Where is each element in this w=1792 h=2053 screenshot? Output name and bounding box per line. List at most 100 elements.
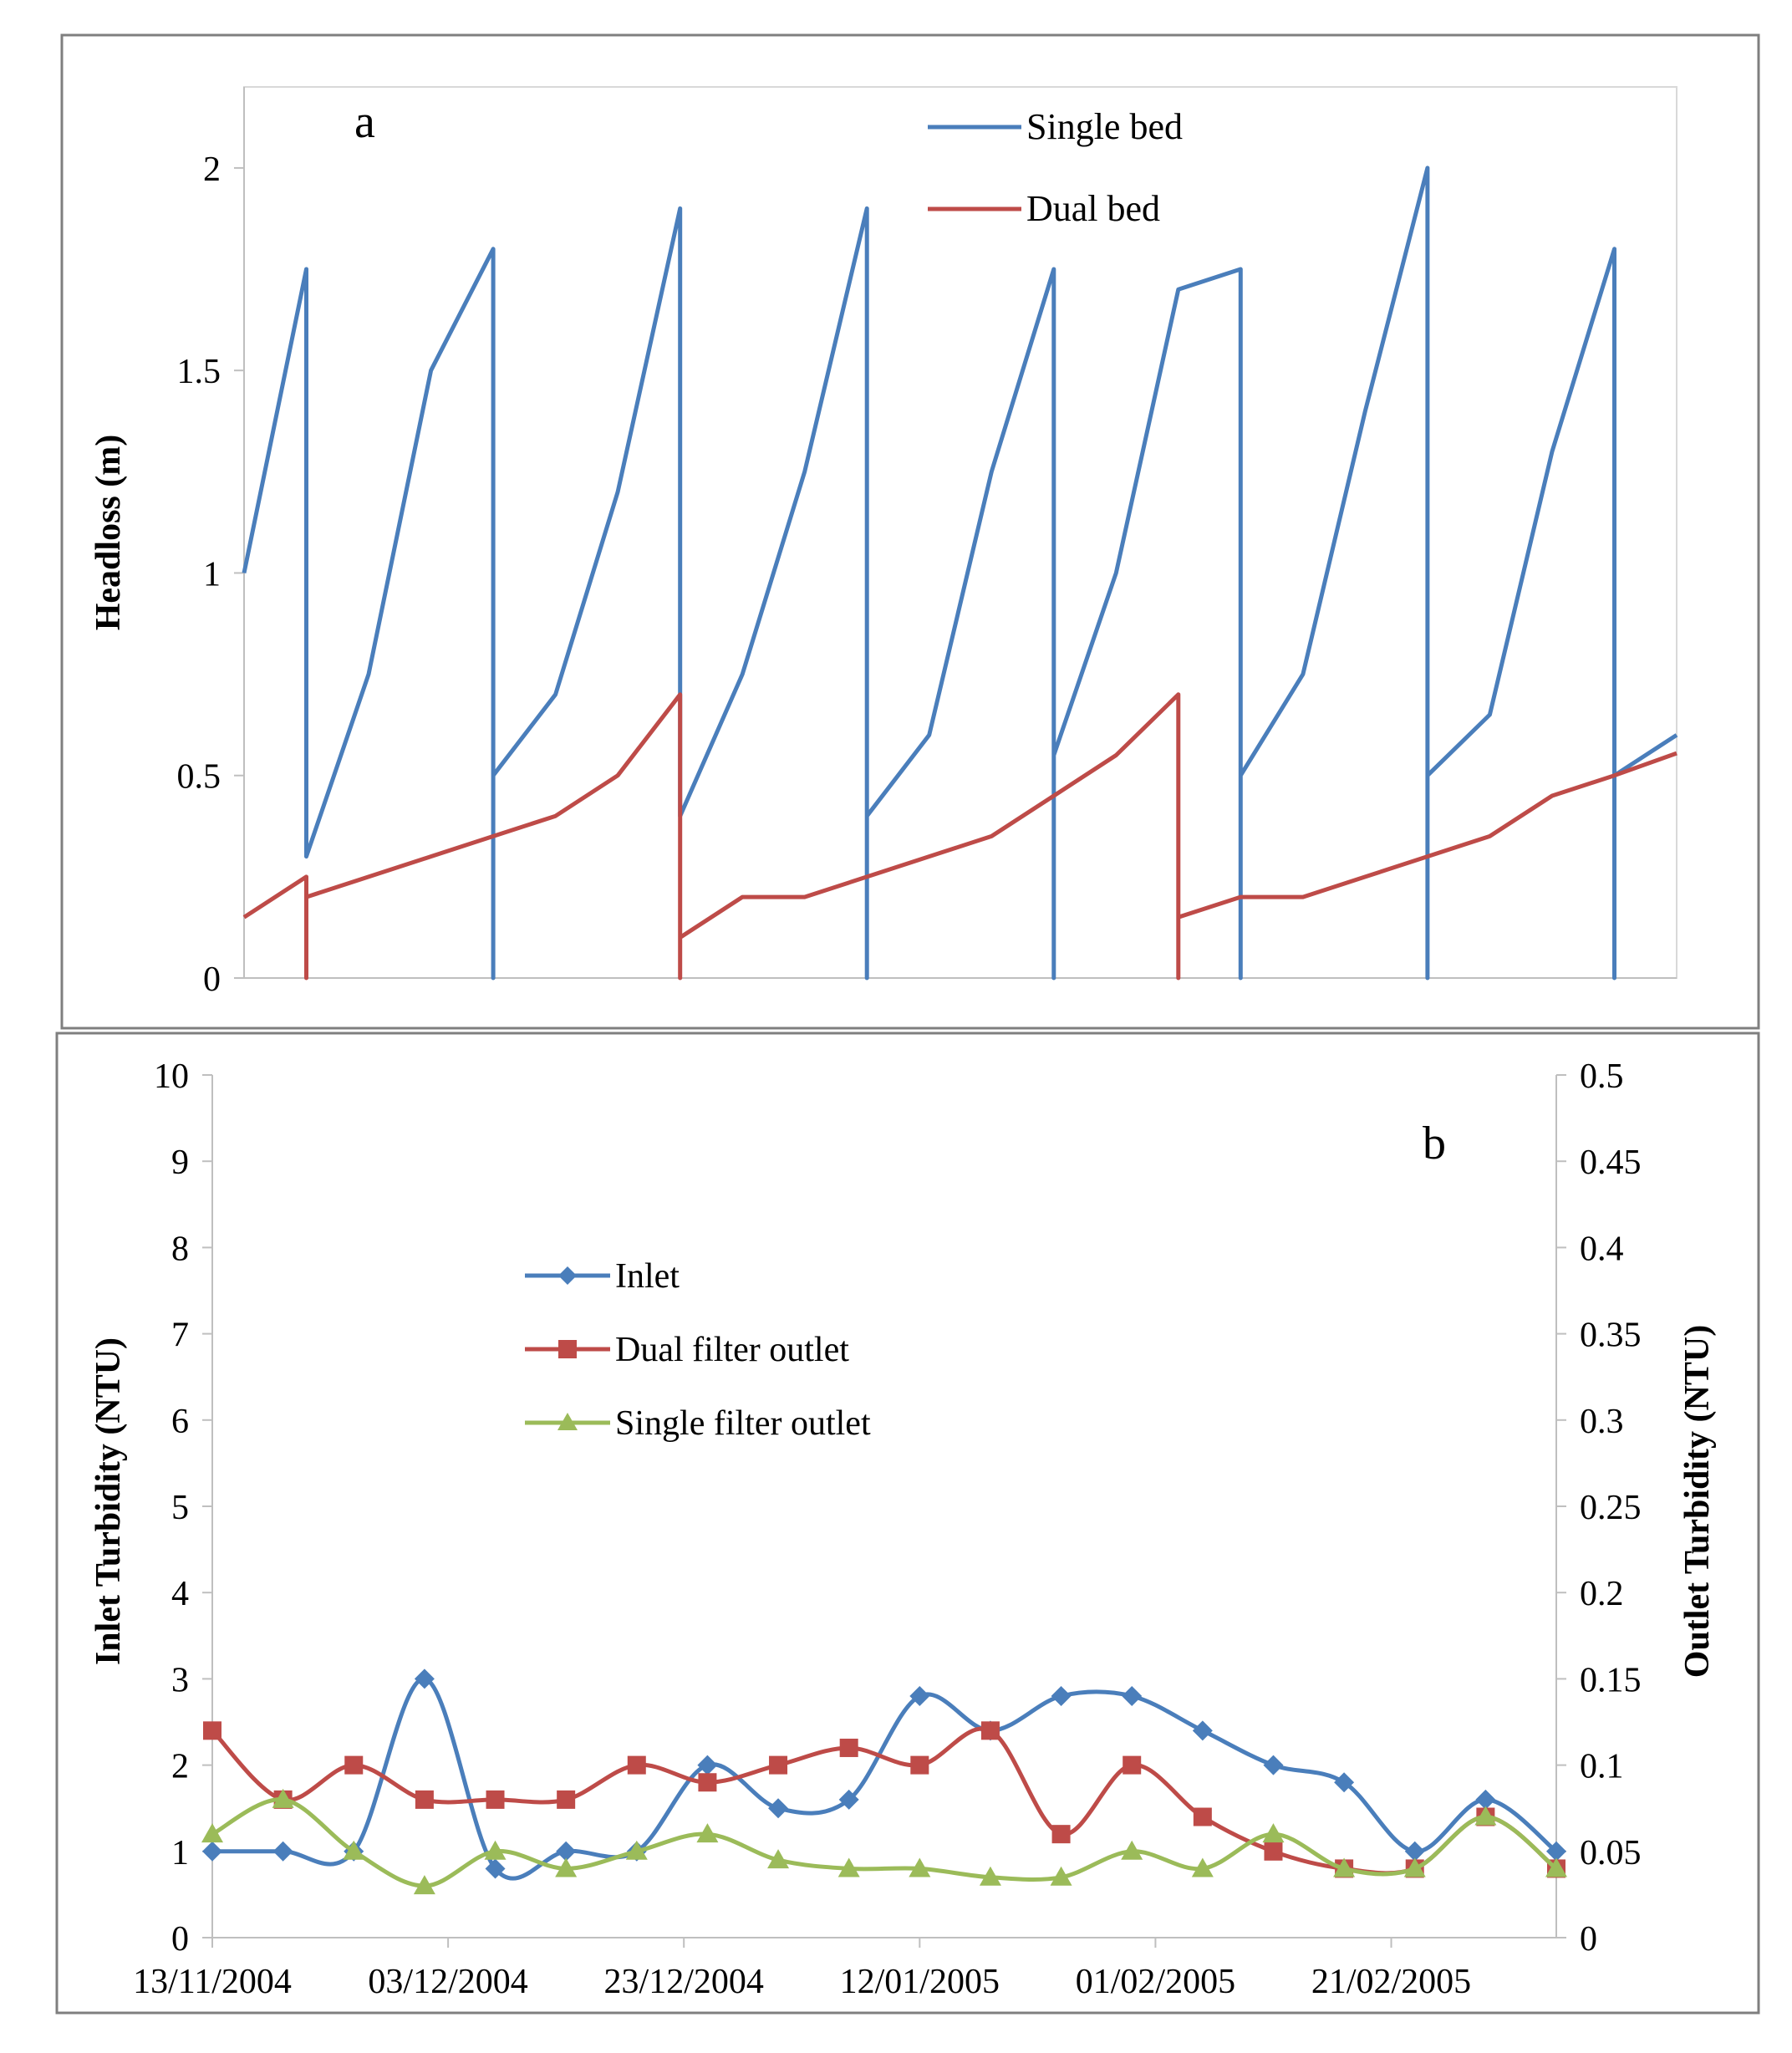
panel-b-point-inlet-19 [1546,1841,1566,1862]
panel-a-ytick-label-0: 0 [203,960,221,999]
panel-b-y2tick-label-7: 0.35 [1580,1317,1642,1355]
panel-b-frame [55,1032,1760,2015]
panel-a-y-axis-title: Headloss (m) [89,435,128,631]
legend-marker-dual-filter [558,1340,577,1358]
panel-b-point-inlet-14 [1192,1720,1213,1741]
legend-marker-inlet [558,1266,577,1285]
panel-b-point-dual-filter-outlet-5 [557,1790,576,1809]
panel-a-label: a [354,96,375,148]
legend-label-dual-bed: Dual bed [1026,188,1160,229]
panel-b-point-single-filter-outlet-11 [979,1866,1001,1886]
panel-b-point-inlet-15 [1263,1755,1284,1775]
panel-b-y2tick-label-4: 0.2 [1580,1575,1624,1613]
panel-b-y2tick-label-9: 0.45 [1580,1144,1642,1182]
panel-b-y2tick-label-3: 0.15 [1580,1661,1642,1699]
panel-b-point-single-filter-outlet-19 [1545,1857,1567,1877]
legend-label-single-filter: Single filter outlet [615,1404,871,1443]
panel-b-xtick-label-1: 03/12/2004 [368,1963,527,2001]
panel-b-xtick-label-5: 21/02/2005 [1311,1963,1471,2001]
panel-b-point-inlet-8 [768,1798,789,1819]
panel-a-ytick-label-4: 2 [203,150,221,189]
panel-b-point-inlet-18 [1475,1789,1496,1810]
panel-b-ytick-label-0: 0 [171,1920,189,1959]
panel-b-point-single-filter-outlet-4 [484,1840,507,1860]
panel-b-point-single-filter-outlet-6 [625,1840,648,1860]
legend-label-inlet: Inlet [615,1257,680,1296]
panel-b-ytick-label-6: 6 [171,1403,189,1441]
panel-b-y-axis-title: Inlet Turbidity (NTU) [89,1337,128,1665]
panel-b-point-single-filter-outlet-13 [1121,1840,1143,1860]
panel-b-y2-axis-title: Outlet Turbidity (NTU) [1678,1325,1717,1678]
panel-b-point-dual-filter-outlet-6 [627,1755,646,1775]
panel-b-point-inlet-5 [556,1841,577,1862]
panel-a-series-line-dual-bed [242,692,1677,981]
panel-b-point-dual-filter-outlet-10 [910,1755,929,1775]
panel-b-legend: Inlet Dual filter outlet Single filter o… [525,1257,871,1443]
panel-b-point-inlet-17 [1404,1841,1425,1862]
panel-b-point-inlet-12 [1051,1686,1072,1707]
panel-b-point-dual-filter-outlet-7 [698,1773,717,1792]
panel-a-series [242,166,1678,981]
panel-b-point-single-filter-outlet-10 [909,1857,931,1877]
panel-b-xtick-label-0: 13/11/2004 [133,1963,292,2001]
panel-b-y2tick-label-6: 0.3 [1580,1403,1624,1441]
panel-b-point-single-filter-outlet-15 [1262,1823,1285,1843]
panel-b-ytick-label-7: 7 [171,1317,189,1355]
panel-b-y2tick-label-5: 0.25 [1580,1489,1642,1527]
panel-b-point-single-filter-outlet-2 [343,1840,365,1860]
panel-b-label: b [1423,1118,1446,1169]
panel-b-point-single-filter-outlet-3 [413,1875,435,1895]
panel-b-y2tick-label-10: 0.5 [1580,1057,1624,1096]
panel-b-point-single-filter-outlet-14 [1191,1857,1214,1877]
panel-a-legend: Single bed Dual bed [928,106,1183,229]
panel-b-point-single-filter-outlet-0 [201,1823,223,1843]
panel-b-point-single-filter-outlet-7 [696,1823,719,1843]
panel-b-point-dual-filter-outlet-14 [1193,1807,1212,1826]
panel-b-series [201,1668,1567,1895]
panel-b-y2tick-label-0: 0 [1580,1920,1597,1959]
panel-b-ytick-label-3: 3 [171,1661,189,1699]
panel-b-point-inlet-9 [838,1789,859,1810]
panel-b-point-dual-filter-outlet-0 [203,1721,221,1740]
panel-b-xtick-label-2: 23/12/2004 [604,1963,764,2001]
panel-b-ytick-label-5: 5 [171,1489,189,1527]
panel-b: 0 1 2 3 4 5 6 7 8 9 10 0 0.05 0.1 0.15 0.2 0.25 0.3 0.35 0.… [89,1057,1717,2001]
panel-b-point-dual-filter-outlet-2 [344,1755,364,1775]
panel-b-point-single-filter-outlet-18 [1474,1806,1497,1826]
legend-label-dual-filter: Dual filter outlet [615,1331,849,1369]
panel-b-point-single-filter-outlet-9 [837,1857,860,1877]
panel-b-point-inlet-16 [1334,1772,1355,1793]
panel-b-ytick-label-8: 8 [171,1230,189,1268]
panel-a-ytick-label-2: 1 [203,555,221,593]
panel-a-frame [60,33,1760,1030]
panel-b-point-inlet-4 [485,1858,506,1879]
panel-b-point-dual-filter-outlet-4 [486,1790,505,1809]
panel-b-point-dual-filter-outlet-9 [839,1738,858,1757]
panel-b-y2tick-label-8: 0.4 [1580,1230,1624,1268]
panel-b-y2tick-label-1: 0.05 [1580,1834,1642,1872]
panel-b-ytick-label-10: 10 [154,1057,189,1096]
panel-a-y-ticks: 0 0.5 1 1.5 2 [177,150,244,999]
panel-b-point-single-filter-outlet-16 [1333,1857,1356,1877]
panel-b-point-single-filter-outlet-5 [555,1857,578,1877]
panel-b-point-dual-filter-outlet-13 [1123,1755,1142,1775]
panel-b-point-single-filter-outlet-8 [767,1849,790,1869]
panel-a: 0 0.5 1 1.5 2 a Headloss (m) Single bed Dual… [89,86,1678,999]
panel-b-point-inlet-0 [202,1841,222,1862]
panel-b-y2tick-label-2: 0.1 [1580,1748,1624,1786]
panel-b-point-dual-filter-outlet-3 [415,1790,434,1809]
panel-b-point-single-filter-outlet-12 [1050,1866,1072,1886]
panel-b-xtick-label-4: 01/02/2005 [1076,1963,1235,2001]
legend-label-single-bed: Single bed [1026,106,1183,147]
panel-b-ytick-label-1: 1 [171,1834,189,1872]
legend-marker-single-filter [557,1413,578,1430]
panel-b-point-single-filter-outlet-1 [272,1788,294,1808]
panel-b-point-single-filter-outlet-17 [1403,1857,1426,1877]
panel-b-point-inlet-13 [1122,1686,1143,1707]
panel-b-point-dual-filter-outlet-15 [1264,1842,1283,1861]
panel-b-point-inlet-1 [272,1841,293,1862]
panel-b-point-inlet-3 [414,1668,435,1689]
panel-b-ticks: 0 1 2 3 4 5 6 7 8 9 10 0 0.05 0.1 0.15 0.2 0.25 0.3 0.35 0.… [133,1057,1641,2001]
panel-b-ytick-label-4: 4 [171,1575,189,1613]
